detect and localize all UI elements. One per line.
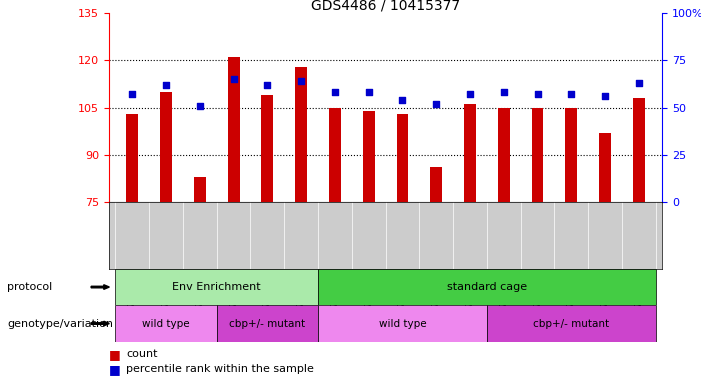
Text: count: count: [126, 349, 158, 359]
Point: [161, 82, 172, 88]
Point: [261, 82, 273, 88]
Point: [296, 78, 307, 84]
Text: ■: ■: [109, 348, 121, 361]
Point: [397, 97, 408, 103]
Bar: [318, 269, 655, 305]
Bar: [633, 98, 645, 202]
Text: wild type: wild type: [379, 318, 426, 329]
Bar: [194, 177, 205, 202]
Bar: [430, 167, 442, 202]
Text: cbp+/- mutant: cbp+/- mutant: [533, 318, 609, 329]
Point: [532, 91, 543, 98]
Text: Env Enrichment: Env Enrichment: [172, 282, 261, 292]
Text: protocol: protocol: [7, 282, 53, 292]
Bar: [228, 57, 240, 202]
Bar: [397, 114, 409, 202]
Bar: [599, 132, 611, 202]
Bar: [329, 108, 341, 202]
Bar: [531, 108, 543, 202]
Bar: [464, 104, 476, 202]
Text: standard cage: standard cage: [447, 282, 527, 292]
Text: cbp+/- mutant: cbp+/- mutant: [229, 318, 306, 329]
Bar: [498, 108, 510, 202]
Point: [329, 89, 341, 96]
Bar: [295, 67, 307, 202]
Text: genotype/variation: genotype/variation: [7, 318, 113, 329]
Point: [633, 80, 644, 86]
Bar: [217, 305, 318, 342]
Bar: [487, 305, 655, 342]
Point: [498, 89, 510, 96]
Bar: [116, 269, 318, 305]
Point: [464, 91, 475, 98]
Bar: [318, 305, 487, 342]
Title: GDS4486 / 10415377: GDS4486 / 10415377: [311, 0, 460, 12]
Point: [228, 76, 239, 82]
Point: [127, 91, 138, 98]
Bar: [116, 305, 217, 342]
Bar: [126, 114, 138, 202]
Bar: [160, 92, 172, 202]
Bar: [362, 111, 374, 202]
Point: [566, 91, 577, 98]
Text: percentile rank within the sample: percentile rank within the sample: [126, 364, 314, 374]
Bar: [566, 108, 577, 202]
Point: [363, 89, 374, 96]
Point: [430, 101, 442, 107]
Point: [599, 93, 611, 99]
Bar: [261, 95, 273, 202]
Text: wild type: wild type: [142, 318, 190, 329]
Text: ■: ■: [109, 363, 121, 376]
Point: [194, 103, 205, 109]
